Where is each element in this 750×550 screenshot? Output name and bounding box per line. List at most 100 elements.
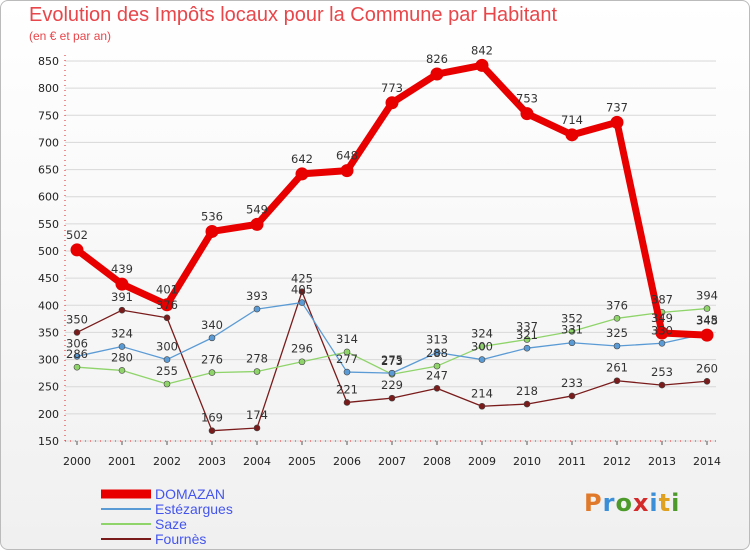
data-point bbox=[298, 288, 306, 296]
y-tick-label: 150 bbox=[38, 435, 59, 448]
data-point bbox=[565, 128, 579, 142]
data-point bbox=[388, 369, 396, 377]
x-tick-label: 2012 bbox=[603, 455, 631, 468]
data-label: 330 bbox=[651, 323, 673, 337]
data-label: 296 bbox=[291, 342, 313, 356]
data-label: 221 bbox=[336, 382, 358, 396]
x-tick-label: 2005 bbox=[288, 455, 316, 468]
data-label: 394 bbox=[696, 289, 718, 303]
data-label: 286 bbox=[66, 347, 88, 361]
data-point bbox=[613, 377, 621, 385]
chart-subtitle: (en € et par an) bbox=[29, 29, 112, 43]
data-point bbox=[73, 363, 81, 371]
y-tick-label: 700 bbox=[38, 136, 59, 149]
data-label: 345 bbox=[696, 313, 718, 327]
data-label: 391 bbox=[111, 290, 133, 304]
data-point bbox=[163, 314, 171, 322]
data-labels: 350 391 376 169 174 425 221 229 247 214 218 233 261 2… bbox=[66, 43, 718, 424]
data-point bbox=[343, 348, 351, 356]
x-tick-label: 2013 bbox=[648, 455, 676, 468]
data-label: 826 bbox=[426, 52, 448, 66]
data-label: 306 bbox=[66, 336, 88, 350]
data-label: 218 bbox=[516, 384, 538, 398]
data-label: 276 bbox=[201, 353, 223, 367]
data-point bbox=[433, 362, 441, 370]
x-tick-label: 2003 bbox=[198, 455, 226, 468]
grid-lines bbox=[65, 60, 716, 442]
y-tick-label: 400 bbox=[38, 299, 59, 312]
x-tick-label: 2001 bbox=[108, 455, 136, 468]
x-tick-label: 2004 bbox=[243, 455, 271, 468]
x-tick-label: 2002 bbox=[153, 455, 181, 468]
data-point bbox=[253, 368, 261, 375]
x-axis-ticks: 2000 2001 2002 2003 2004 2005 2006 2007 2008 2009… bbox=[63, 441, 721, 468]
data-point bbox=[613, 315, 621, 322]
data-point bbox=[70, 243, 84, 257]
data-label: 714 bbox=[561, 113, 583, 127]
data-point bbox=[115, 277, 129, 291]
data-point bbox=[298, 299, 306, 306]
y-tick-label: 450 bbox=[38, 272, 59, 285]
data-label: 502 bbox=[66, 228, 88, 242]
data-point bbox=[610, 115, 624, 129]
logo-letter: i bbox=[671, 489, 681, 517]
chart-title: Evolution des Impôts locaux pour la Comm… bbox=[29, 4, 558, 26]
data-point bbox=[568, 392, 576, 400]
data-label: 642 bbox=[291, 152, 313, 166]
y-tick-label: 550 bbox=[38, 218, 59, 231]
data-label: 314 bbox=[336, 332, 358, 346]
x-tick-label: 2007 bbox=[378, 455, 406, 468]
data-point bbox=[430, 67, 444, 81]
data-point bbox=[700, 328, 714, 342]
data-label: 260 bbox=[696, 361, 718, 375]
data-point bbox=[298, 358, 306, 366]
data-point bbox=[433, 349, 441, 356]
data-label: 169 bbox=[201, 411, 223, 425]
data-label: 324 bbox=[111, 327, 133, 341]
data-label: 247 bbox=[426, 368, 448, 382]
data-label: 214 bbox=[471, 386, 493, 400]
data-label: 737 bbox=[606, 100, 628, 114]
x-tick-label: 2000 bbox=[63, 455, 91, 468]
data-point bbox=[160, 298, 174, 312]
data-label: 350 bbox=[66, 312, 88, 326]
data-point bbox=[118, 306, 126, 314]
data-point bbox=[655, 326, 669, 340]
data-label: 321 bbox=[516, 328, 538, 342]
data-point bbox=[523, 344, 531, 352]
data-point bbox=[478, 356, 486, 363]
y-tick-label: 600 bbox=[38, 191, 59, 204]
data-label: 280 bbox=[111, 350, 133, 364]
data-label: 313 bbox=[426, 333, 448, 347]
data-label: 439 bbox=[111, 262, 133, 276]
data-point bbox=[613, 342, 621, 350]
x-tick-label: 2009 bbox=[468, 455, 496, 468]
legend-label: Estézargues bbox=[155, 501, 233, 517]
data-label: 376 bbox=[156, 298, 178, 312]
logo-letter: o bbox=[615, 489, 633, 517]
data-point bbox=[340, 164, 354, 178]
data-point bbox=[118, 367, 126, 374]
data-label: 352 bbox=[561, 311, 583, 325]
data-label: 349 bbox=[651, 311, 673, 325]
data-point bbox=[253, 305, 261, 313]
data-point bbox=[523, 336, 531, 343]
series-group bbox=[70, 58, 714, 434]
data-label: 348 bbox=[696, 314, 718, 328]
y-tick-label: 350 bbox=[38, 326, 59, 339]
data-point bbox=[208, 427, 216, 434]
data-label: 340 bbox=[201, 318, 223, 332]
y-tick-label: 300 bbox=[38, 354, 59, 367]
proxiti-logo: Proxiti bbox=[584, 489, 680, 517]
legend-label: Fournès bbox=[155, 531, 206, 547]
y-tick-label: 250 bbox=[38, 381, 59, 394]
data-label: 278 bbox=[246, 352, 268, 366]
data-point bbox=[163, 356, 171, 363]
data-label: 275 bbox=[381, 353, 403, 367]
logo-letter: x bbox=[632, 489, 650, 517]
data-label: 337 bbox=[516, 319, 538, 333]
y-tick-label: 750 bbox=[38, 109, 59, 122]
data-point bbox=[658, 381, 666, 389]
